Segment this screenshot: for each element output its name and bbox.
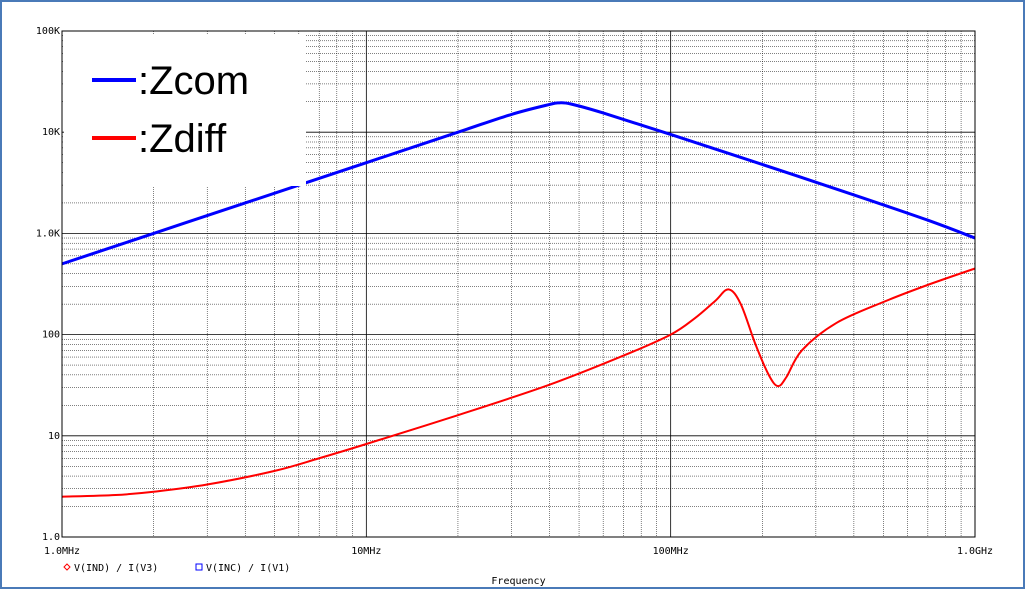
x-tick-label: 100MHz <box>653 546 689 557</box>
y-tick-label: 10 <box>48 431 60 442</box>
trace-label-1: V(INC) / I(V1) <box>206 563 290 574</box>
y-tick-label: 100K <box>36 26 60 37</box>
y-tick-label: 1.0K <box>36 228 60 239</box>
y-tick-label: 10K <box>42 127 60 138</box>
legend-label-1: :Zdiff <box>138 117 227 161</box>
x-axis-label: Frequency <box>491 576 545 587</box>
x-tick-label: 10MHz <box>351 546 381 557</box>
trace-marker-square <box>195 563 203 571</box>
trace-marker-diamond <box>63 563 71 571</box>
y-tick-label: 1.0 <box>42 532 60 543</box>
series-line-zcom <box>61 101 976 266</box>
y-tick-label: 100 <box>42 330 60 341</box>
x-tick-label: 1.0MHz <box>44 546 80 557</box>
legend-label-0: :Zcom <box>138 59 249 103</box>
series-line-zdiff <box>61 267 976 498</box>
legend-overlay-box <box>64 34 306 186</box>
plot-border <box>61 30 976 538</box>
x-tick-label: 1.0GHz <box>957 546 993 557</box>
trace-label-0: V(IND) / I(V3) <box>74 563 158 574</box>
